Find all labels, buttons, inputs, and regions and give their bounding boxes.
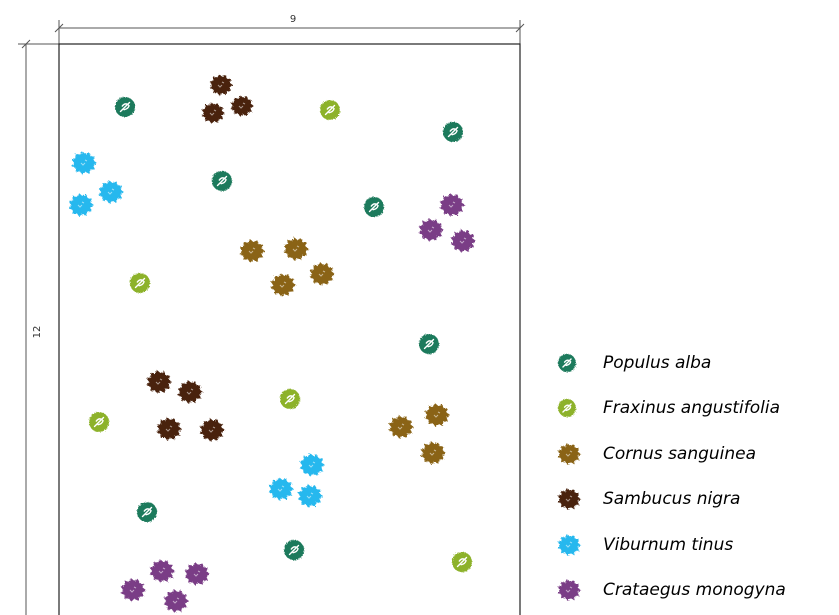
crataegus-plant xyxy=(450,229,476,253)
populus-alba-icon xyxy=(558,353,576,372)
cornus-plant xyxy=(239,239,265,263)
sambucus-plant xyxy=(146,370,172,394)
width-dimension: 9 xyxy=(54,14,525,44)
viburnum-plant xyxy=(71,151,97,175)
crataegus-plant xyxy=(184,562,210,586)
sambucus-plant xyxy=(209,74,233,96)
sambucus-plant xyxy=(199,418,225,442)
legend-label-sambucus: Sambucus nigra xyxy=(603,489,741,510)
populus-plant xyxy=(137,502,157,522)
cornus-plant xyxy=(388,415,414,439)
legend-item-populus: Populus alba xyxy=(555,340,839,386)
populus-plant xyxy=(419,334,439,354)
crataegus-plant xyxy=(120,578,146,602)
crataegus-monogyna-icon xyxy=(557,579,581,602)
crataegus-plant xyxy=(163,589,189,613)
crataegus-plant xyxy=(439,193,465,217)
legend-item-crataegus: Crataegus monogyna xyxy=(555,568,839,614)
height-dimension: 12 xyxy=(18,39,59,615)
populus-plant xyxy=(443,122,463,142)
sambucus-nigra-icon xyxy=(557,488,581,511)
viburnum-plant xyxy=(557,533,581,556)
crataegus-plant xyxy=(149,559,175,583)
viburnum-plant xyxy=(268,477,294,501)
fraxinus-plant xyxy=(558,399,576,418)
fraxinus-plant xyxy=(452,552,472,572)
sambucus-plant xyxy=(230,95,254,117)
width-label: 9 xyxy=(290,14,296,25)
cornus-plant xyxy=(270,273,296,297)
species-legend: Populus alba Fraxinus angustifolia Cornu… xyxy=(555,340,839,613)
cornus-plant xyxy=(420,441,446,465)
height-label: 12 xyxy=(32,326,43,339)
fraxinus-plant xyxy=(320,100,340,120)
populus-plant xyxy=(558,353,576,372)
populus-plant xyxy=(115,97,135,117)
plants-layer xyxy=(68,74,476,613)
fraxinus-plant xyxy=(89,412,109,432)
cornus-plant xyxy=(424,403,450,427)
viburnum-plant xyxy=(98,180,124,204)
cornus-sanguinea-icon xyxy=(557,442,581,465)
populus-plant xyxy=(284,540,304,560)
populus-plant xyxy=(364,197,384,217)
cornus-plant xyxy=(557,442,581,465)
legend-label-populus: Populus alba xyxy=(603,352,712,373)
viburnum-plant xyxy=(68,193,94,217)
fraxinus-angustifolia-icon xyxy=(558,399,576,418)
crataegus-plant xyxy=(418,218,444,242)
crataegus-plant xyxy=(557,579,581,602)
viburnum-plant xyxy=(297,484,323,508)
viburnum-tinus-icon xyxy=(557,533,581,556)
legend-label-cornus: Cornus sanguinea xyxy=(603,443,757,464)
fraxinus-plant xyxy=(130,273,150,293)
sambucus-plant xyxy=(177,380,203,404)
cornus-plant xyxy=(309,262,335,286)
cornus-plant xyxy=(283,237,309,261)
legend-item-viburnum: Viburnum tinus xyxy=(555,522,839,568)
plot-boundary xyxy=(58,43,521,615)
legend-label-viburnum: Viburnum tinus xyxy=(603,534,734,555)
legend-item-sambucus: Sambucus nigra xyxy=(555,477,839,523)
sambucus-plant xyxy=(557,488,581,511)
sambucus-plant xyxy=(156,417,182,441)
legend-item-cornus: Cornus sanguinea xyxy=(555,431,839,477)
legend-label-crataegus: Crataegus monogyna xyxy=(603,580,786,601)
legend-item-fraxinus: Fraxinus angustifolia xyxy=(555,386,839,432)
fraxinus-plant xyxy=(280,389,300,409)
sambucus-plant xyxy=(201,102,225,124)
legend-label-fraxinus: Fraxinus angustifolia xyxy=(603,398,781,419)
populus-plant xyxy=(212,171,232,191)
viburnum-plant xyxy=(299,453,325,477)
